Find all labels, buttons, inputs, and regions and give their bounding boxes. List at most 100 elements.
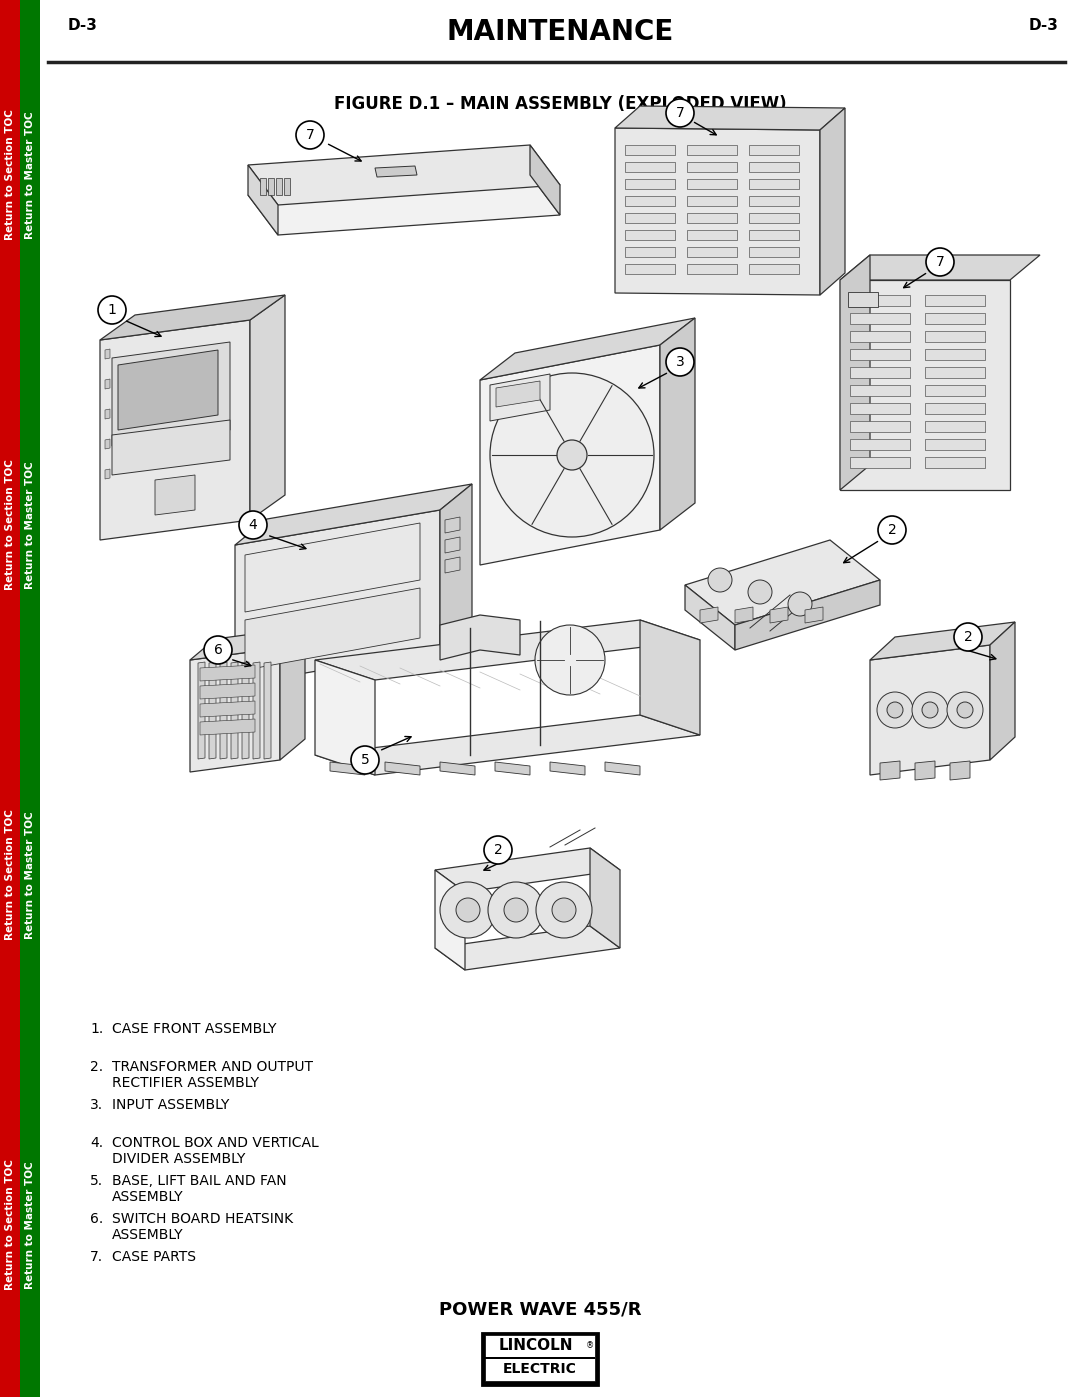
- Polygon shape: [750, 247, 799, 257]
- Circle shape: [666, 99, 694, 127]
- Circle shape: [456, 898, 480, 922]
- Polygon shape: [590, 848, 620, 949]
- Text: ®: ®: [586, 1341, 594, 1350]
- Polygon shape: [924, 457, 985, 468]
- Polygon shape: [231, 662, 238, 759]
- Polygon shape: [850, 439, 910, 450]
- Polygon shape: [924, 402, 985, 414]
- Polygon shape: [235, 510, 440, 685]
- Polygon shape: [625, 179, 675, 189]
- Polygon shape: [625, 196, 675, 205]
- Polygon shape: [245, 588, 420, 671]
- Bar: [848, 292, 878, 307]
- Polygon shape: [198, 662, 205, 759]
- Circle shape: [748, 580, 772, 604]
- Circle shape: [204, 636, 232, 664]
- Polygon shape: [880, 761, 900, 780]
- Polygon shape: [870, 622, 1015, 659]
- Polygon shape: [750, 231, 799, 240]
- Text: FIGURE D.1 – MAIN ASSEMBLY (EXPLODED VIEW): FIGURE D.1 – MAIN ASSEMBLY (EXPLODED VIE…: [334, 95, 786, 113]
- Circle shape: [488, 882, 544, 937]
- Polygon shape: [850, 386, 910, 395]
- Text: POWER WAVE 455/R: POWER WAVE 455/R: [438, 1301, 642, 1317]
- Bar: [485, 1356, 595, 1359]
- Circle shape: [957, 703, 973, 718]
- Polygon shape: [440, 615, 519, 659]
- Polygon shape: [315, 620, 700, 680]
- Text: Return to Master TOC: Return to Master TOC: [25, 1161, 35, 1289]
- FancyBboxPatch shape: [482, 1333, 598, 1384]
- Circle shape: [484, 835, 512, 863]
- Polygon shape: [687, 162, 737, 172]
- Polygon shape: [735, 608, 753, 623]
- Circle shape: [490, 373, 654, 536]
- Text: 3.: 3.: [90, 1098, 103, 1112]
- Polygon shape: [105, 469, 110, 479]
- Polygon shape: [242, 662, 249, 759]
- Text: Return to Section TOC: Return to Section TOC: [5, 810, 15, 940]
- Circle shape: [788, 592, 812, 616]
- Text: SWITCH BOARD HEATSINK: SWITCH BOARD HEATSINK: [112, 1213, 293, 1227]
- Polygon shape: [850, 402, 910, 414]
- Polygon shape: [625, 212, 675, 224]
- Polygon shape: [685, 541, 880, 624]
- Polygon shape: [687, 179, 737, 189]
- Circle shape: [557, 440, 588, 469]
- Polygon shape: [276, 177, 282, 196]
- Polygon shape: [950, 761, 970, 780]
- Text: DIVIDER ASSEMBLY: DIVIDER ASSEMBLY: [112, 1153, 245, 1166]
- Polygon shape: [850, 295, 910, 306]
- Text: 7: 7: [935, 256, 944, 270]
- Polygon shape: [625, 264, 675, 274]
- Polygon shape: [260, 177, 266, 196]
- Text: 5.: 5.: [90, 1173, 103, 1187]
- Polygon shape: [924, 367, 985, 379]
- Text: CASE FRONT ASSEMBLY: CASE FRONT ASSEMBLY: [112, 1023, 276, 1037]
- Text: CASE PARTS: CASE PARTS: [112, 1250, 195, 1264]
- Text: MAINTENANCE: MAINTENANCE: [446, 18, 674, 46]
- Polygon shape: [924, 349, 985, 360]
- Text: 5: 5: [361, 753, 369, 767]
- Polygon shape: [625, 162, 675, 172]
- Text: 7: 7: [676, 106, 685, 120]
- Text: TRANSFORMER AND OUTPUT: TRANSFORMER AND OUTPUT: [112, 1060, 313, 1074]
- Polygon shape: [915, 761, 935, 780]
- Text: ELECTRIC: ELECTRIC: [503, 1362, 577, 1376]
- Polygon shape: [284, 177, 291, 196]
- Polygon shape: [750, 179, 799, 189]
- Circle shape: [887, 703, 903, 718]
- Circle shape: [878, 515, 906, 543]
- Polygon shape: [445, 536, 460, 553]
- Polygon shape: [687, 145, 737, 155]
- Polygon shape: [280, 627, 305, 760]
- Circle shape: [535, 624, 605, 694]
- Polygon shape: [924, 439, 985, 450]
- Text: 4.: 4.: [90, 1136, 103, 1150]
- Circle shape: [708, 569, 732, 592]
- Text: 2: 2: [963, 630, 972, 644]
- Polygon shape: [870, 645, 990, 775]
- Polygon shape: [190, 627, 305, 659]
- Polygon shape: [750, 264, 799, 274]
- Polygon shape: [735, 580, 880, 650]
- Text: Return to Master TOC: Return to Master TOC: [25, 112, 35, 239]
- Polygon shape: [315, 715, 700, 775]
- Text: ASSEMBLY: ASSEMBLY: [112, 1190, 184, 1204]
- Polygon shape: [924, 295, 985, 306]
- Text: ASSEMBLY: ASSEMBLY: [112, 1228, 184, 1242]
- Polygon shape: [750, 212, 799, 224]
- Text: CONTROL BOX AND VERTICAL: CONTROL BOX AND VERTICAL: [112, 1136, 319, 1150]
- Polygon shape: [100, 295, 285, 339]
- Circle shape: [912, 692, 948, 728]
- Polygon shape: [200, 683, 255, 698]
- Circle shape: [504, 898, 528, 922]
- Polygon shape: [687, 247, 737, 257]
- Polygon shape: [268, 177, 274, 196]
- Polygon shape: [445, 557, 460, 573]
- Polygon shape: [435, 926, 620, 970]
- Polygon shape: [685, 585, 735, 650]
- Polygon shape: [105, 409, 110, 419]
- Polygon shape: [105, 379, 110, 388]
- Polygon shape: [220, 662, 227, 759]
- Polygon shape: [248, 175, 561, 235]
